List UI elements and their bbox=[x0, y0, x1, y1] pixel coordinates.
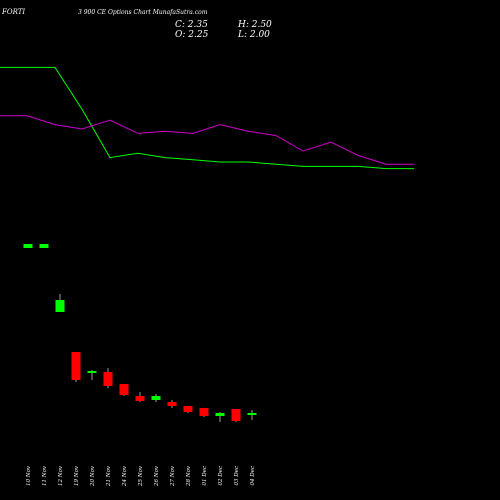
x-tick-label: 24 Nov bbox=[122, 465, 128, 487]
open-value: O: 2.25 bbox=[175, 30, 209, 40]
x-tick-label: 04 Dec bbox=[250, 466, 256, 486]
x-tick-label: 21 Nov bbox=[106, 465, 112, 487]
x-tick-label: 10 Nov bbox=[26, 465, 32, 486]
chart-subtitle: 3 900 CE Options Chart MunafaSutra.com bbox=[78, 9, 208, 16]
candle-body bbox=[71, 352, 81, 380]
close-value: C: 2.35 bbox=[175, 20, 208, 30]
x-tick-label: 19 Nov bbox=[74, 465, 80, 486]
x-tick-label: 20 Nov bbox=[90, 465, 96, 487]
high-value: H: 2.50 bbox=[237, 20, 272, 30]
candle-body bbox=[119, 384, 129, 395]
x-tick-label: 28 Nov bbox=[186, 465, 192, 487]
candle-body bbox=[87, 371, 97, 373]
x-tick-label: 12 Nov bbox=[58, 465, 64, 486]
candle-body bbox=[231, 409, 241, 421]
x-tick-label: 11 Nov bbox=[42, 465, 48, 486]
indicator-line-1 bbox=[0, 66, 414, 170]
candle-body bbox=[103, 372, 113, 386]
candle-body bbox=[151, 396, 161, 400]
candle-body bbox=[55, 300, 65, 312]
candle-body bbox=[199, 408, 209, 416]
candle-body bbox=[39, 244, 49, 248]
candle-body bbox=[247, 413, 257, 415]
candles bbox=[23, 244, 257, 422]
symbol-label: FORTI bbox=[1, 8, 25, 16]
x-tick-label: 25 Nov bbox=[138, 465, 144, 487]
x-tick-label: 02 Dec bbox=[218, 466, 224, 486]
x-tick-label: 01 Dec bbox=[202, 466, 208, 486]
candle-body bbox=[135, 396, 145, 401]
candle-body bbox=[183, 406, 193, 412]
indicator-lines bbox=[0, 66, 414, 170]
low-value: L: 2.00 bbox=[237, 30, 270, 40]
x-tick-label: 26 Nov bbox=[154, 465, 160, 487]
candle-body bbox=[215, 413, 225, 416]
candle-body bbox=[167, 402, 177, 406]
x-axis-labels: 10 Nov 11 Nov 12 Nov 19 Nov 20 Nov 21 Nov 24 N… bbox=[26, 465, 256, 487]
x-tick-label: 27 Nov bbox=[170, 465, 176, 487]
indicator-line-2 bbox=[0, 115, 414, 165]
x-tick-label: 03 Dec bbox=[234, 466, 240, 486]
candle-body bbox=[23, 244, 33, 248]
